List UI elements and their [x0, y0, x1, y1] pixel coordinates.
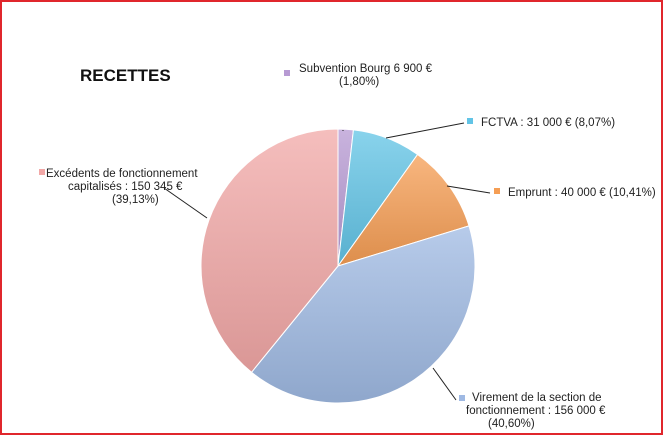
legend-swatch-4: [39, 169, 45, 175]
slice-label-3-line-1: fonctionnement : 156 000 €: [466, 405, 606, 417]
pie-slice-4: [200, 128, 339, 373]
slice-label-2-line-0: Emprunt : 40 000 € (10,41%): [508, 187, 656, 199]
leader-line-1: [385, 122, 465, 139]
slice-label-1-line-0: FCTVA : 31 000 € (8,07%): [481, 117, 615, 129]
slice-label-0-line-1: (1,80%): [339, 76, 379, 88]
slice-label-4-line-2: (39,13%): [112, 194, 159, 206]
slice-label-4-line-1: capitalisés : 150 345 €: [68, 181, 183, 193]
legend-swatch-0: [284, 70, 290, 76]
leader-line-4: [163, 187, 208, 219]
slice-label-4-line-0: Excédents de fonctionnement: [46, 168, 198, 180]
pie-slice-3: [250, 225, 476, 404]
legend-swatch-2: [494, 188, 500, 194]
slice-label-3-line-0: Virement de la section de: [472, 392, 602, 404]
slice-label-3-line-2: (40,60%): [488, 418, 535, 430]
slice-label-0-line-0: Subvention Bourg 6 900 €: [299, 63, 433, 75]
legend-swatch-1: [467, 118, 473, 124]
chart-title: RECETTES: [80, 66, 171, 85]
legend-swatch-3: [459, 395, 465, 401]
leader-line-3: [432, 367, 457, 401]
leader-line-2: [446, 185, 491, 194]
